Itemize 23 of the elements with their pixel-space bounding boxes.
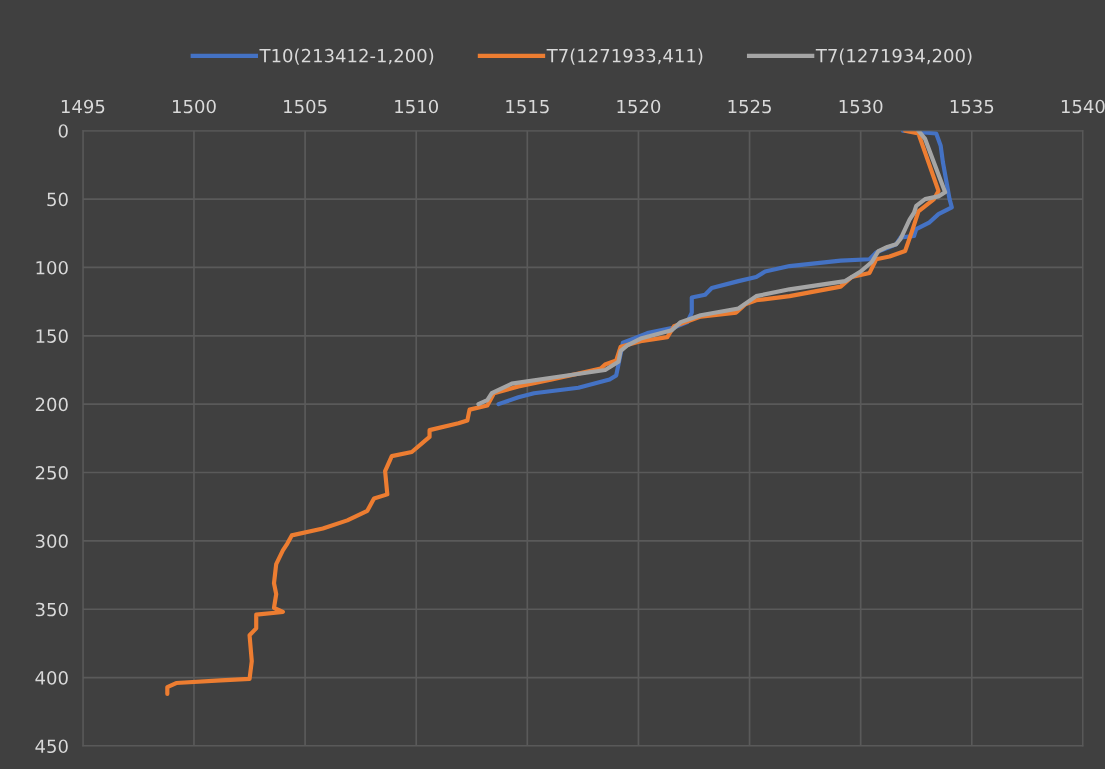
y-tick-label: 300 — [35, 534, 68, 548]
x-tick-label: 1495 — [61, 99, 105, 114]
x-tick-label: 1505 — [284, 99, 327, 114]
y-tick-label: 400 — [35, 671, 68, 685]
legend-label: T10(213412-1,200) — [259, 48, 434, 65]
x-tick-label: 1535 — [950, 99, 994, 114]
y-tick-label: 350 — [35, 602, 68, 617]
y-tick-label: 450 — [35, 739, 68, 754]
x-tick-label: 1540 — [1061, 99, 1105, 114]
legend-label: T7(1271934,200) — [815, 48, 972, 65]
x-tick-label: 1520 — [617, 99, 661, 114]
y-tick-label: 0 — [58, 124, 68, 138]
y-tick-label: 100 — [36, 260, 68, 275]
legend-label: T7(1271933,411) — [546, 48, 703, 65]
y-tick-label: 200 — [35, 397, 68, 412]
x-tick-label: 1515 — [506, 99, 549, 114]
y-tick-label: 150 — [36, 329, 68, 343]
x-tick-label: 1530 — [839, 99, 883, 114]
y-tick-label: 50 — [47, 192, 68, 207]
x-tick-label: 1500 — [173, 99, 216, 114]
x-tick-label: 1510 — [395, 99, 438, 114]
y-tick-label: 250 — [35, 465, 68, 480]
x-tick-label: 1525 — [728, 99, 771, 114]
